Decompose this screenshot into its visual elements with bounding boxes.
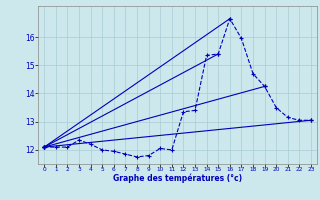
X-axis label: Graphe des températures (°c): Graphe des températures (°c) <box>113 174 242 183</box>
